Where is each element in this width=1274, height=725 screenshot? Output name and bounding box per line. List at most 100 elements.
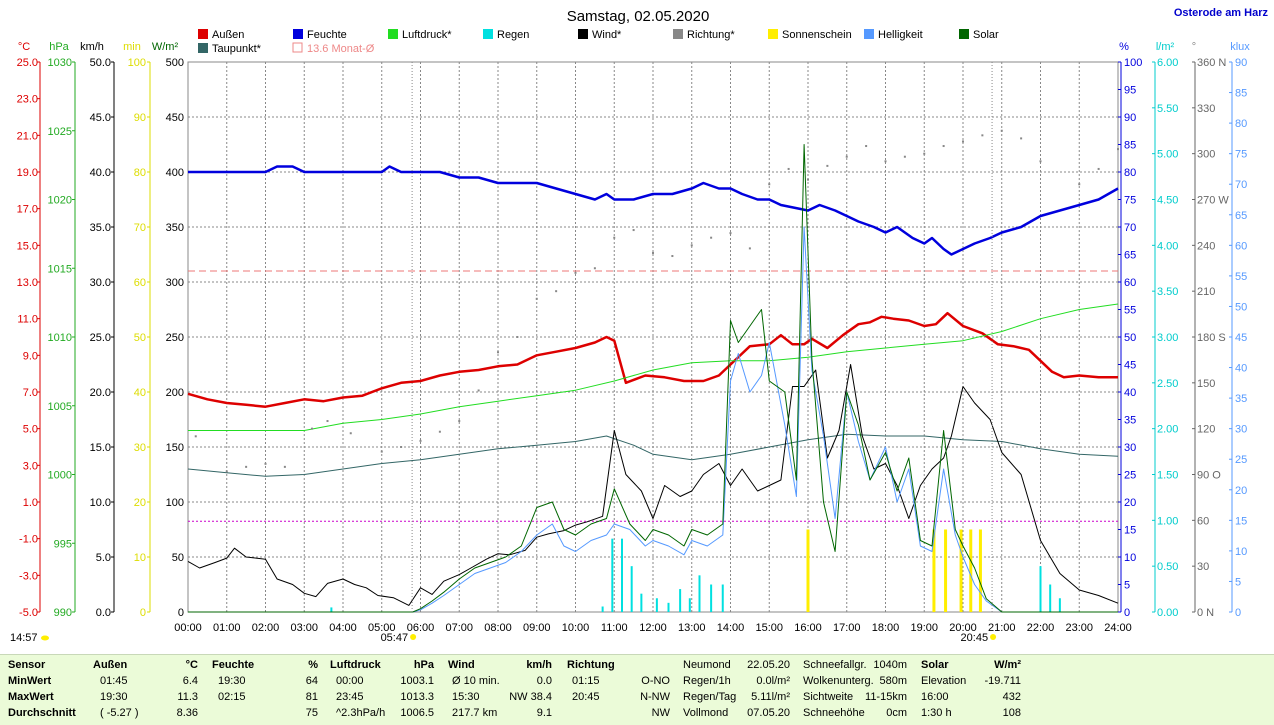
series-feuchte: [188, 165, 1119, 256]
stats-cell: N-NW: [640, 691, 670, 703]
min-tick: 30: [134, 442, 146, 454]
klux-tick: 55: [1235, 271, 1247, 283]
klux-tick: 40: [1235, 363, 1247, 375]
hpa-tick: 1015: [48, 263, 72, 275]
klux-tick: 70: [1235, 179, 1247, 191]
bar-regen: [330, 607, 333, 612]
stats-cell: 0.0: [536, 675, 552, 687]
direction-point: [942, 145, 945, 148]
stats-cell: 1006.5: [400, 707, 434, 719]
direction-point: [1000, 129, 1003, 132]
direction-point: [807, 178, 809, 181]
direction-point: [1097, 167, 1100, 170]
pct-tick: 15: [1124, 525, 1136, 537]
series-wind: [187, 364, 1119, 606]
pct-tick: 35: [1124, 415, 1136, 427]
stats-cell: ^2.3hPa/h: [336, 707, 386, 719]
stats-cell: 217.7 km: [452, 707, 498, 719]
stats-cell: 81: [305, 691, 318, 703]
moon-icon: [41, 635, 49, 641]
lm2-tick: 2.00: [1157, 424, 1178, 436]
stats-cell: NW: [651, 707, 670, 719]
legend-label: Helligkeit: [878, 29, 923, 41]
legend-swatch: [768, 29, 778, 39]
x-tick: 20:00: [949, 622, 977, 634]
pct-tick: 65: [1124, 250, 1136, 262]
temp-tick: 21.0: [17, 130, 38, 142]
x-tick: 12:00: [639, 622, 667, 634]
temp-tick: 5.0: [23, 424, 38, 436]
stats-header-aussen-unit: °C: [185, 659, 198, 671]
stats-cell: 580m: [879, 675, 907, 687]
legend-label: 13.6 Monat-Ø: [307, 43, 375, 55]
stats-cell: 01:15: [572, 675, 600, 687]
bar-regen: [611, 538, 614, 612]
stats-cell: Vollmond: [683, 707, 729, 719]
min-tick: 40: [134, 387, 146, 399]
stats-cell: 19:30: [100, 691, 128, 703]
stats-cell: Schneefallgr.: [803, 659, 867, 671]
pct-tick: 40: [1124, 387, 1136, 399]
stats-cell: 22.05.20: [747, 659, 790, 671]
pct-tick: 85: [1124, 140, 1136, 152]
legend-swatch: [292, 42, 303, 53]
direction-point: [903, 155, 906, 158]
x-tick: 21:00: [988, 622, 1016, 634]
temp-tick: 7.0: [23, 387, 38, 399]
legend-label: Feuchte: [307, 29, 347, 41]
kmh-tick: 50.0: [90, 57, 111, 69]
direction-point: [380, 450, 383, 453]
stats-cell: 5.11l/m²: [751, 691, 790, 703]
hpa-tick: 1005: [48, 401, 72, 413]
temp-tick: 23.0: [17, 94, 38, 106]
x-tick: 24:00: [1104, 622, 1132, 634]
axis-unit: klux: [1230, 41, 1250, 53]
series-solar: [188, 144, 1118, 613]
axis-unit: °C: [18, 41, 30, 53]
klux-tick: 90: [1235, 57, 1247, 69]
stats-cell: Neumond: [683, 659, 731, 671]
deg-tick: 150: [1197, 378, 1215, 390]
direction-point: [632, 229, 635, 232]
x-tick: 05:00: [368, 622, 396, 634]
hpa-tick: 1025: [48, 126, 72, 138]
direction-point: [1078, 183, 1081, 186]
direction-point: [349, 432, 352, 435]
klux-tick: 35: [1235, 393, 1247, 405]
kmh-tick: 20.0: [90, 387, 111, 399]
axis-units: °C hPa km/h min W/m²% l/m² ° klux: [18, 41, 1250, 53]
stats-cell: 16:00: [921, 691, 949, 703]
lm2-tick: 0.00: [1157, 607, 1178, 619]
pct-tick: 25: [1124, 470, 1136, 482]
temp-tick: -5.0: [19, 607, 38, 619]
wm2-tick: 250: [166, 332, 184, 344]
kmh-tick: 35.0: [90, 222, 111, 234]
axis-unit: °: [1192, 41, 1196, 53]
direction-point: [574, 271, 577, 274]
klux-tick: 45: [1235, 332, 1247, 344]
kmh-tick: 45.0: [90, 112, 111, 124]
series-lines: [187, 129, 1119, 613]
temp-tick: 9.0: [23, 350, 38, 362]
stats-cell: 1040m: [873, 659, 907, 671]
klux-tick: 20: [1235, 485, 1247, 497]
x-tick: 03:00: [290, 622, 318, 634]
klux-tick: 25: [1235, 454, 1247, 466]
bar-sonnenschein: [978, 529, 982, 612]
bar-sonnenschein: [959, 529, 963, 612]
bar-regen: [1049, 584, 1052, 612]
direction-point: [690, 244, 693, 247]
deg-tick: 60: [1197, 515, 1209, 527]
stats-cell: 19:30: [218, 675, 246, 687]
series-helligkeit: [188, 226, 1118, 613]
legend-swatch: [673, 29, 683, 39]
deg-tick: 210: [1197, 286, 1215, 298]
direction-point: [845, 155, 848, 158]
direction-point: [613, 236, 616, 239]
stats-cell: 1003.1: [400, 675, 434, 687]
pct-tick: 10: [1124, 552, 1136, 564]
stats-cell: Elevation: [921, 675, 967, 687]
direction-point: [311, 427, 313, 430]
x-tick: 09:00: [523, 622, 551, 634]
stats-header-solar: Solar: [921, 659, 949, 671]
